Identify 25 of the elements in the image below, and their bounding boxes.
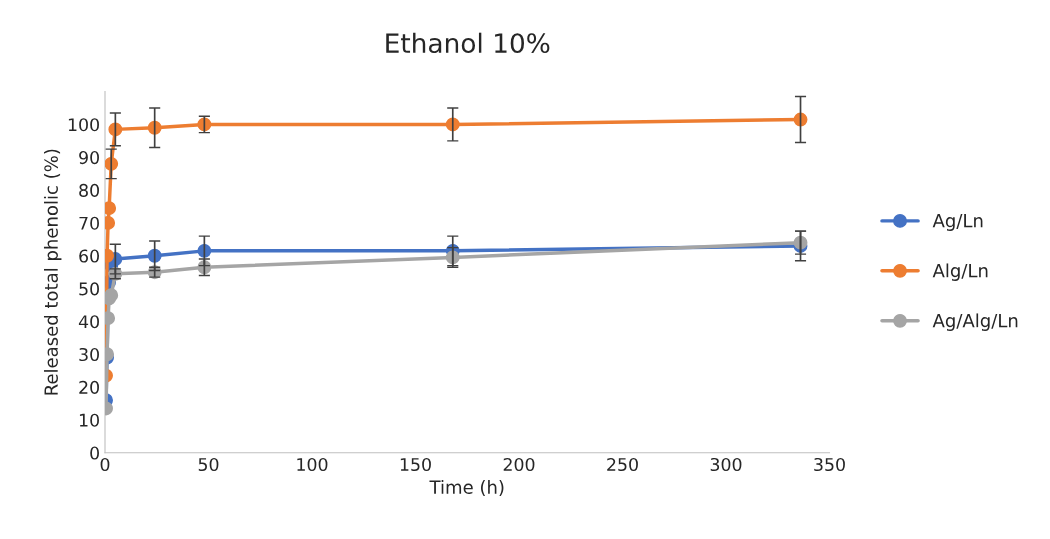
y-tick-label: 10: [79, 413, 99, 427]
x-tick-label: 0: [100, 457, 110, 472]
y-tick-label: 60: [79, 249, 99, 263]
x-tick-label: 200: [503, 457, 535, 472]
legend-label: Ag/Alg/Ln: [932, 313, 1018, 331]
x-axis-title: Time (h): [429, 479, 504, 497]
x-tick-label: 250: [607, 457, 638, 472]
y-tick-label: 50: [79, 282, 99, 296]
y-tick-label: 90: [79, 151, 99, 165]
x-tick-label: 350: [814, 457, 845, 472]
y-tick-label: 40: [78, 315, 99, 329]
chart-title: Ethanol 10%: [386, 32, 550, 54]
legend-label: Alg/Ln: [932, 263, 988, 281]
y-tick-label: 0: [90, 446, 99, 460]
y-tick-label: 100: [68, 118, 99, 132]
x-tick-label: 150: [400, 457, 431, 472]
y-tick-label: 30: [79, 347, 99, 362]
x-tick-label: 100: [297, 457, 328, 472]
y-axis-title: Released total phenolic (%): [43, 149, 62, 395]
x-tick-label: 50: [198, 457, 219, 472]
y-tick-label: 20: [79, 380, 99, 394]
x-tick-label: 300: [710, 457, 742, 472]
y-tick-label: 70: [79, 216, 99, 230]
legend-label: Ag/Ln: [932, 214, 983, 231]
y-tick-label: 80: [79, 183, 99, 197]
